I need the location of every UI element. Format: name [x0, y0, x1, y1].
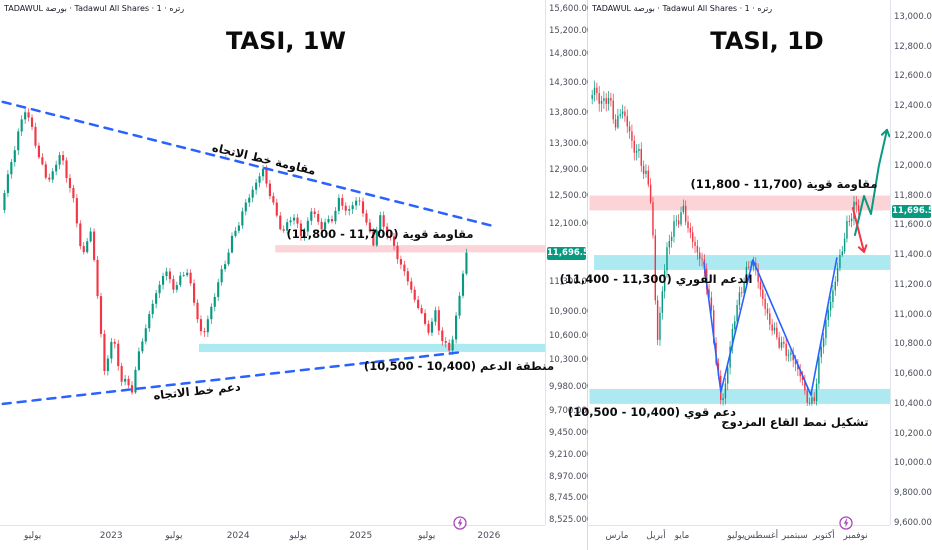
pullback-arrow[interactable] [851, 207, 868, 253]
strong-resistance-label[interactable]: مقاومة قوية (11,700 - 11,800) [690, 177, 878, 191]
price-tick-label: 12,500.000 [549, 191, 598, 202]
price-tick-label: 13,800.000 [549, 107, 598, 118]
price-tick-label: 13,300.000 [549, 139, 598, 149]
daily-candlestick-svg [589, 80, 890, 406]
double-bottom-pattern[interactable] [703, 257, 838, 396]
candles [3, 108, 468, 395]
price-tick-label: 11,800.000 [894, 190, 932, 201]
zones[interactable] [589, 195, 890, 404]
time-tick-label: يوليو [165, 531, 183, 541]
time-tick-label: 2026 [477, 531, 501, 541]
time-tick-label: 2023 [99, 531, 123, 541]
price-tick-label: 11,200.000 [894, 279, 932, 290]
price-tick-label: 10,000.000 [894, 458, 932, 469]
candles [591, 80, 860, 406]
trendline-resistance-label[interactable]: مقاومة خط الاتجاه [210, 140, 318, 178]
price-tick-label: 11,000.000 [894, 309, 932, 320]
time-tick-label: أبريل [646, 531, 666, 541]
daily-price-axis[interactable]: 13,000.000 12,800.000 12,600.000 12,400.000… [890, 0, 932, 528]
time-tick-label: يوليو [289, 531, 307, 541]
price-tick-label: 9,700.000 [549, 405, 593, 416]
time-tick-label: 2025 [349, 531, 373, 541]
daily-chart-title: TASI, 1D [710, 27, 824, 55]
price-tick-label: 9,600.000 [894, 517, 932, 528]
event-lightning-icon[interactable] [453, 515, 467, 530]
weekly-chart-title: TASI, 1W [226, 27, 346, 55]
weekly-candlestick-svg [1, 100, 545, 406]
strong-support-label[interactable]: دعم قوي (10,400 - 10,500) [567, 405, 737, 419]
price-tick-label: 13,000.000 [894, 11, 932, 22]
descending-trendline[interactable] [1, 100, 492, 227]
time-tick-label: يوليو [418, 531, 436, 541]
immediate-support-label[interactable]: الدعم الفوري (11,300 - 11,400) [559, 272, 753, 286]
price-tick-label: 11,300.000 [549, 276, 598, 287]
price-tick-label: 9,450.000 [549, 427, 593, 438]
last-price-label: 11,696.580 [547, 246, 601, 260]
price-tick-label: 8,525.000 [549, 515, 593, 526]
price-tick-label: 9,210.000 [549, 449, 593, 460]
price-tick-label: 10,300.000 [549, 355, 598, 366]
price-tick-label: 12,100.000 [549, 218, 598, 229]
price-tick-label: 12,800.000 [894, 41, 932, 52]
zones[interactable] [198, 245, 545, 352]
time-tick-label: سبتمبر [781, 531, 808, 541]
price-tick-label: 12,000.000 [894, 160, 932, 171]
price-tick-label: 12,200.000 [894, 131, 932, 141]
price-tick-label: 10,600.000 [894, 369, 932, 380]
weekly-plot-area[interactable]: مقاومة خط الاتجاه مقاومة قوية (11,700 - 1… [0, 0, 554, 525]
daily-plot-area[interactable]: مقاومة قوية (11,700 - 11,800) الدعم الفور… [560, 0, 890, 525]
event-lightning-icon[interactable] [839, 515, 853, 530]
price-tick-label: 11,400.000 [894, 250, 932, 261]
price-tick-label: 10,900.000 [549, 307, 598, 318]
price-tick-label: 9,800.000 [894, 488, 932, 499]
price-tick-label: 10,400.000 [894, 398, 932, 409]
weekly-price-axis[interactable]: 15,600.000 15,200.000 14,800.000 14,300.000… [545, 0, 601, 525]
price-tick-label: 8,745.000 [549, 493, 593, 504]
price-tick-label: 10,800.000 [894, 339, 932, 350]
price-tick-label: 11,600.000 [894, 220, 932, 231]
daily-time-axis[interactable]: مارس أبريل مايو يوليو أغسطس سبتمبر أكتوبر نوفمب… [588, 525, 890, 550]
daily-chart-panel: مقاومة قوية (11,700 - 11,800) الدعم الفور… [560, 0, 932, 550]
price-tick-label: 15,200.000 [549, 26, 598, 37]
price-tick-label: 14,800.000 [549, 48, 598, 59]
weekly-symbol-info[interactable]: TADAWUL بورصة · Tadawul All Shares · رتر… [4, 4, 185, 13]
time-tick-label: يوليو [727, 531, 745, 541]
trendline-support-label[interactable]: دعم خط الاتجاه [152, 379, 242, 403]
time-tick-label: أكتوبر [813, 531, 835, 541]
double-bottom-label[interactable]: تشكيل نمط القاع المزدوج [721, 415, 869, 429]
resistance-zone[interactable] [275, 245, 545, 253]
weekly-annotations-layer: مقاومة خط الاتجاه مقاومة قوية (11,700 - 1… [152, 140, 554, 403]
support-zone-label[interactable]: منطقة الدعم (10,400 - 10,500) [363, 359, 555, 373]
breakout-arrow[interactable] [853, 128, 890, 236]
price-tick-label: 8,970.000 [549, 472, 593, 482]
price-tick-label: 14,300.000 [549, 77, 598, 88]
price-tick-label: 12,400.000 [894, 101, 932, 112]
daily-symbol-info[interactable]: TADAWUL بورصة · Tadawul All Shares · رتر… [592, 4, 773, 13]
daily-annotations-layer: مقاومة قوية (11,700 - 11,800) الدعم الفور… [560, 0, 890, 525]
time-tick-label: نوفمبر [843, 531, 868, 541]
immediate-support-zone[interactable] [594, 255, 890, 270]
weekly-time-axis[interactable]: يوليو 2023 يوليو 2024 يوليو 2025 يوليو 2026 [0, 525, 545, 550]
price-tick-label: 12,600.000 [894, 71, 932, 82]
last-price-label: 11,696.580 [892, 204, 932, 218]
time-tick-label: مايو [674, 531, 690, 541]
time-tick-label: مارس [605, 531, 629, 541]
price-tick-label: 10,600.000 [549, 330, 598, 341]
time-tick-label: يوليو [24, 531, 42, 541]
price-tick-label: 9,980.000 [549, 381, 593, 392]
strong-resistance-label[interactable]: مقاومة قوية (11,700 - 11,800) [286, 227, 474, 241]
weekly-chart-panel: مقاومة خط الاتجاه مقاومة قوية (11,700 - 1… [0, 0, 601, 550]
price-tick-label: 12,900.000 [549, 164, 598, 175]
ascending-trendline[interactable] [1, 350, 465, 406]
time-tick-label: أغسطس [743, 531, 779, 541]
time-tick-label: 2024 [226, 531, 250, 541]
support-zone[interactable] [198, 343, 545, 352]
price-tick-label: 10,200.000 [894, 428, 932, 439]
resistance-zone[interactable] [589, 195, 890, 211]
price-tick-label: 15,600.000 [549, 4, 598, 15]
